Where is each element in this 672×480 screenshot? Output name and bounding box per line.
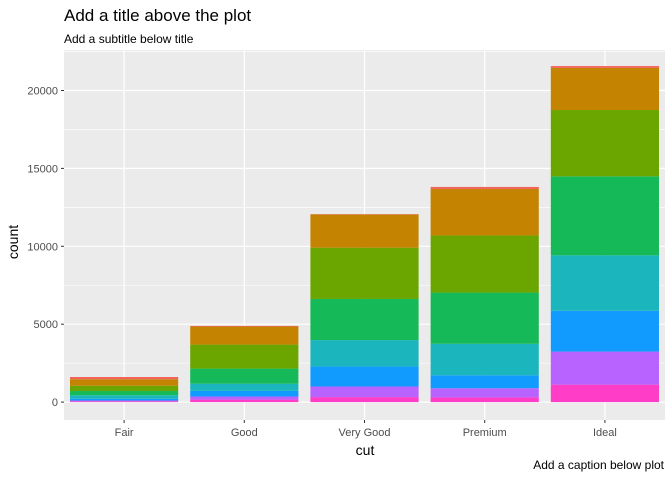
bar-segment bbox=[190, 399, 299, 403]
bar-segment bbox=[70, 379, 179, 386]
bar-segment bbox=[190, 325, 299, 327]
y-tick-label: 20000 bbox=[27, 86, 58, 98]
bar-segment bbox=[550, 351, 659, 385]
bar-segment bbox=[310, 366, 419, 387]
bar-segment bbox=[430, 186, 539, 189]
y-tick-label: 0 bbox=[52, 397, 58, 409]
bar-segment bbox=[430, 292, 539, 344]
bar-segment bbox=[430, 343, 539, 376]
bars bbox=[70, 66, 659, 403]
x-tick-label: Ideal bbox=[593, 427, 617, 439]
bar-segment bbox=[310, 214, 419, 248]
chart-caption: Add a caption below plot bbox=[533, 458, 664, 472]
chart-subtitle: Add a subtitle below title bbox=[64, 32, 194, 46]
bar-segment bbox=[550, 384, 659, 403]
bar-segment bbox=[310, 247, 419, 299]
bar-segment bbox=[190, 396, 299, 400]
bar-segment bbox=[70, 385, 179, 392]
bar-segment bbox=[70, 398, 179, 401]
bar-segment bbox=[190, 326, 299, 345]
bar-segment bbox=[70, 401, 179, 403]
bar-segment bbox=[430, 235, 539, 293]
bar-segment bbox=[70, 395, 179, 399]
bar-segment bbox=[430, 388, 539, 398]
bar-segment bbox=[310, 397, 419, 403]
bar-segment bbox=[70, 391, 179, 396]
y-tick-label: 5000 bbox=[34, 319, 58, 331]
x-tick-label: Premium bbox=[463, 427, 507, 439]
bar-segment bbox=[550, 255, 659, 311]
bar-segment bbox=[190, 368, 299, 384]
bar-segment bbox=[70, 400, 179, 402]
bar-segment bbox=[430, 375, 539, 389]
bar-segment bbox=[550, 67, 659, 110]
x-axis-label: cut bbox=[356, 442, 375, 458]
bar-segment bbox=[430, 397, 539, 403]
bar-segment bbox=[430, 188, 539, 236]
bar-segment bbox=[550, 66, 659, 68]
axes: 0 5000 10000 15000 20000 Fair Good Very Good Pre… bbox=[27, 86, 616, 439]
y-axis-label: count bbox=[5, 225, 21, 259]
bar-segment bbox=[310, 340, 419, 367]
x-tick-label: Very Good bbox=[339, 427, 391, 439]
x-tick-label: Fair bbox=[115, 427, 134, 439]
bar-segment bbox=[550, 310, 659, 352]
bar-segment bbox=[550, 176, 659, 256]
bar-segment bbox=[310, 386, 419, 398]
x-tick-label: Good bbox=[231, 427, 258, 439]
bar-segment bbox=[190, 383, 299, 391]
chart-title: Add a title above the plot bbox=[64, 6, 251, 25]
bar-segment bbox=[70, 377, 179, 380]
y-tick-label: 15000 bbox=[27, 163, 58, 175]
bar-segment bbox=[190, 344, 299, 369]
bar-segment bbox=[310, 298, 419, 341]
bar-segment bbox=[550, 109, 659, 177]
y-tick-label: 10000 bbox=[27, 241, 58, 253]
bar-segment bbox=[190, 390, 299, 397]
